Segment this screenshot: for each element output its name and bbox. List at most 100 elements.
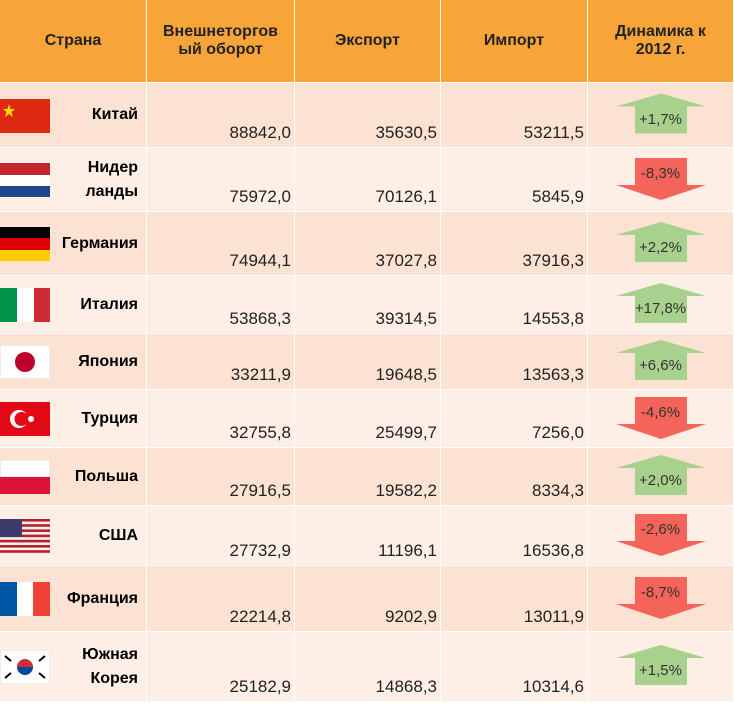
turnover-cell: 22214,8 (147, 566, 295, 631)
table-row: Германия 74944,1 37027,8 37916,3 +2,2% (0, 212, 734, 276)
header-cell: Импорт (441, 0, 588, 82)
import-cell: 16536,8 (441, 506, 588, 565)
country-cell: Польша (0, 448, 147, 505)
header-cell: Страна (0, 0, 147, 82)
export-cell: 14868,3 (295, 632, 441, 701)
country-name: Франция (67, 589, 138, 607)
dynamics-value: +17,8% (634, 300, 687, 317)
dynamics-value: +1,7% (639, 110, 682, 128)
flag (0, 460, 50, 494)
trend-arrow (616, 340, 706, 380)
dynamics-cell: -4,6% (588, 390, 734, 447)
import-cell: 8334,3 (441, 448, 588, 505)
header-cell: Экспорт (295, 0, 441, 82)
import-cell: 10314,6 (441, 632, 588, 701)
dynamics-cell: +2,2% (588, 212, 734, 275)
dynamics-cell: -2,6% (588, 506, 734, 565)
flag (0, 582, 50, 616)
trend-arrow (616, 577, 706, 619)
turnover-cell: 27732,9 (147, 506, 295, 565)
trend-arrow (616, 158, 706, 200)
import-cell: 13011,9 (441, 566, 588, 631)
flag (0, 650, 50, 684)
country-name: Польша (74, 467, 138, 485)
trend-arrow (616, 93, 706, 134)
country-name: Италия (80, 295, 138, 313)
export-cell: 19582,2 (295, 448, 441, 505)
trend-arrow (616, 222, 706, 262)
export-cell: 9202,9 (295, 566, 441, 631)
table-row: США 27732,9 11196,1 16536,8 -2,6% (0, 506, 734, 566)
country-cell: Южная Корея (0, 632, 147, 701)
header-cell: Внешнеторгов ый оборот (147, 0, 295, 82)
trend-arrow (616, 455, 706, 495)
country-name: Турция (81, 409, 138, 427)
import-cell: 5845,9 (441, 148, 588, 211)
country-name: США (98, 526, 138, 544)
dynamics-cell: -8,3% (588, 148, 734, 211)
flag (0, 519, 50, 553)
trend-arrow (616, 645, 706, 685)
table-row: Франция 22214,8 9202,9 13011,9 -8,7% (0, 566, 734, 632)
header-cell: Динамика к 2012 г. (588, 0, 734, 82)
dynamics-value: +2,2% (639, 239, 682, 256)
table-row: Япония 33211,9 19648,5 13563,3 +6,6% (0, 334, 734, 390)
export-cell: 39314,5 (295, 276, 441, 333)
export-cell: 25499,7 (295, 390, 441, 447)
dynamics-cell: +17,8% (588, 276, 734, 333)
turnover-cell: 74944,1 (147, 212, 295, 275)
turnover-cell: 53868,3 (147, 276, 295, 333)
dynamics-value: -4,6% (640, 404, 681, 421)
import-cell: 14553,8 (441, 276, 588, 333)
country-cell: Германия (0, 212, 147, 275)
country-name: Китай (91, 106, 138, 123)
flag (0, 227, 50, 261)
table-row: Китай 88842,0 35630,5 53211,5 +1,7% (0, 83, 734, 148)
flag (0, 345, 50, 379)
import-cell: 7256,0 (441, 390, 588, 447)
dynamics-cell: +6,6% (588, 334, 734, 389)
turnover-cell: 75972,0 (147, 148, 295, 211)
export-cell: 70126,1 (295, 148, 441, 211)
import-cell: 53211,5 (441, 83, 588, 147)
country-cell: Китай (0, 83, 147, 147)
import-cell: 13563,3 (441, 334, 588, 389)
flag (0, 288, 50, 322)
turnover-cell: 25182,9 (147, 632, 295, 701)
header-row: Страна Внешнеторгов ый оборот Экспорт Импор… (0, 0, 734, 83)
export-cell: 37027,8 (295, 212, 441, 275)
trend-arrow (616, 514, 706, 556)
dynamics-cell: +2,0% (588, 448, 734, 505)
country-name: Япония (78, 352, 138, 370)
dynamics-cell: +1,5% (588, 632, 734, 701)
country-cell: Турция (0, 390, 147, 447)
turnover-cell: 33211,9 (147, 334, 295, 389)
table-row: Нидер ланды 75972,0 70126,1 5845,9 -8,3% (0, 148, 734, 212)
table-row: Польша 27916,5 19582,2 8334,3 +2,0% (0, 448, 734, 506)
dynamics-cell: -8,7% (588, 566, 734, 631)
table-row: Турция 32755,8 25499,7 7256,0 -4,6% (0, 390, 734, 448)
dynamics-value: -8,7% (640, 584, 681, 601)
export-cell: 19648,5 (295, 334, 441, 389)
country-name: Южная Корея (82, 645, 138, 687)
dynamics-cell: +1,7% (588, 83, 734, 147)
turnover-cell: 88842,0 (147, 83, 295, 147)
dynamics-value: -2,6% (640, 521, 681, 538)
country-cell: США (0, 506, 147, 565)
table-row: Южная Корея 25182,9 14868,3 10314,6 +1,5% (0, 632, 734, 702)
flag (0, 98, 50, 133)
turnover-cell: 32755,8 (147, 390, 295, 447)
country-cell: Италия (0, 276, 147, 333)
dynamics-value: +2,0% (639, 472, 682, 489)
import-cell: 37916,3 (441, 212, 588, 275)
export-cell: 11196,1 (295, 506, 441, 565)
trend-arrow (616, 397, 706, 439)
country-cell: Нидер ланды (0, 148, 147, 211)
export-cell: 35630,5 (295, 83, 441, 147)
flag (0, 402, 50, 436)
dynamics-value: +6,6% (639, 357, 682, 374)
country-name: Германия (61, 234, 138, 252)
trend-arrow (616, 283, 706, 323)
